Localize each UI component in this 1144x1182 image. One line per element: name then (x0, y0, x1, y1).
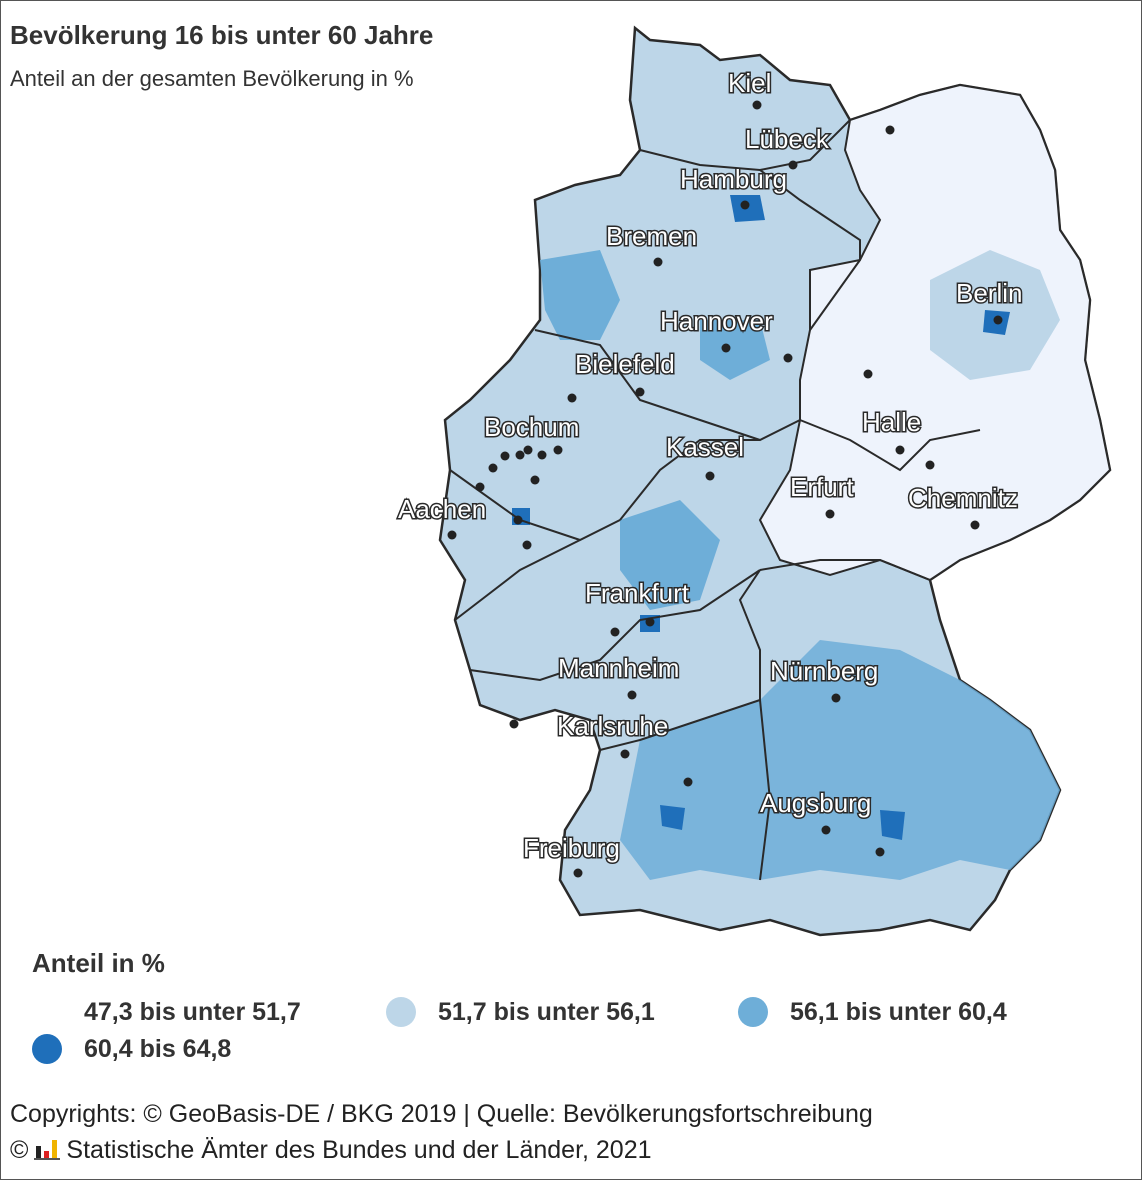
city-dot-augsburg (821, 825, 831, 835)
city-dot-kassel (705, 471, 715, 481)
city-label-luebeck: Lübeck (745, 124, 830, 154)
city-dot-halle (895, 445, 905, 455)
city-dot-erfurt (825, 509, 835, 519)
city-dot-extra (885, 125, 895, 135)
city-dot-bremen (653, 257, 663, 267)
city-label-bielefeld: Bielefeld (575, 349, 675, 379)
city-label-kiel: Kiel (728, 68, 771, 98)
region-south-medium (620, 640, 1060, 880)
city-dot-extra (567, 393, 577, 403)
city-label-bremen: Bremen (606, 221, 697, 251)
city-dot-extra (523, 445, 533, 455)
city-dot-hannover (721, 343, 731, 353)
region-hannover-medium (700, 320, 770, 380)
city-dot-kiel (752, 100, 762, 110)
city-label-nuernberg: Nürnberg (770, 656, 878, 686)
city-dot-nuernberg (831, 693, 841, 703)
city-dot-mannheim (627, 690, 637, 700)
legend-item: 60,4 bis 64,8 (32, 1034, 231, 1064)
city-dot-extra (500, 451, 510, 461)
city-dot-berlin (993, 315, 1003, 325)
city-labels: Kiel Lübeck Hamburg Bremen Berlin Hannov… (397, 67, 1024, 865)
city-label-halle: Halle (862, 407, 921, 437)
city-label-mannheim: Mannheim (558, 653, 679, 683)
region-northwest-medium (540, 250, 620, 340)
legend-item: 56,1 bis unter 60,4 (738, 997, 1007, 1027)
city-dot-extra (610, 627, 620, 637)
city-label-erfurt: Erfurt (790, 472, 854, 502)
city-dot-frankfurt (645, 617, 655, 627)
city-dot-extra (530, 475, 540, 485)
city-label-bochum: Bochum (484, 412, 579, 442)
destatis-logo-icon (34, 1140, 61, 1160)
city-dot-extra (925, 460, 935, 470)
city-dot-extra (863, 369, 873, 379)
city-dot-karlsruhe (620, 749, 630, 759)
legend-item: 47,3 bis unter 51,7 (32, 997, 301, 1027)
city-label-frankfurt: Frankfurt (585, 578, 690, 608)
city-dot-chemnitz (970, 520, 980, 530)
city-label-freiburg: Freiburg (523, 833, 620, 863)
legend-label: 47,3 bis unter 51,7 (84, 997, 301, 1026)
footer-source: © Statistische Ämter des Bundes und der … (10, 1136, 652, 1165)
legend-item: 51,7 bis unter 56,1 (386, 997, 655, 1027)
city-dot-extra (475, 482, 485, 492)
city-label-karlsruhe: Karlsruhe (557, 711, 668, 741)
city-dot-extra (522, 540, 532, 550)
city-label-aachen: Aachen (398, 494, 486, 524)
city-label-kassel: Kassel (666, 432, 744, 462)
city-label-hamburg: Hamburg (680, 164, 787, 194)
city-dot-freiburg (573, 868, 583, 878)
city-dot-extra (875, 847, 885, 857)
legend-swatch (738, 997, 768, 1027)
footer-source-text: Statistische Ämter des Bundes und der Lä… (66, 1136, 652, 1164)
state-borders (449, 119, 981, 881)
legend-swatch (32, 997, 62, 1027)
city-dot-bielefeld (635, 387, 645, 397)
legend-label: 51,7 bis unter 56,1 (438, 997, 655, 1026)
legend-swatch (386, 997, 416, 1027)
region-hesse-medium (620, 500, 720, 610)
legend-swatch (32, 1034, 62, 1064)
footer-copyright-symbol: © (10, 1136, 29, 1164)
region-munich-dark (880, 810, 905, 840)
city-dot-extra (783, 353, 793, 363)
city-dot-extra (509, 719, 519, 729)
city-dot-luebeck (788, 160, 798, 170)
city-dot-bochum (515, 450, 525, 460)
city-label-berlin: Berlin (956, 278, 1022, 308)
legend-title: Anteil in % (32, 948, 165, 978)
city-dot-aachen (447, 530, 457, 540)
city-label-chemnitz: Chemnitz (908, 483, 1018, 513)
map-subtitle: Anteil an der gesamten Bevölkerung in % (10, 66, 414, 91)
city-dot-extra (553, 445, 563, 455)
legend-label: 56,1 bis unter 60,4 (790, 997, 1007, 1026)
city-dots (447, 100, 1003, 878)
city-dot-extra (488, 463, 498, 473)
footer-copyright: Copyrights: © GeoBasis-DE / BKG 2019 | Q… (10, 1100, 873, 1128)
city-label-hannover: Hannover (660, 306, 773, 336)
map-title: Bevölkerung 16 bis unter 60 Jahre (10, 20, 434, 50)
city-label-augsburg: Augsburg (760, 788, 871, 818)
region-stuttgart-dark (660, 805, 685, 830)
city-dot-extra (513, 515, 523, 525)
city-dot-extra (683, 777, 693, 787)
city-dot-extra (537, 450, 547, 460)
legend-label: 60,4 bis 64,8 (84, 1034, 232, 1063)
city-dot-hamburg (740, 200, 750, 210)
